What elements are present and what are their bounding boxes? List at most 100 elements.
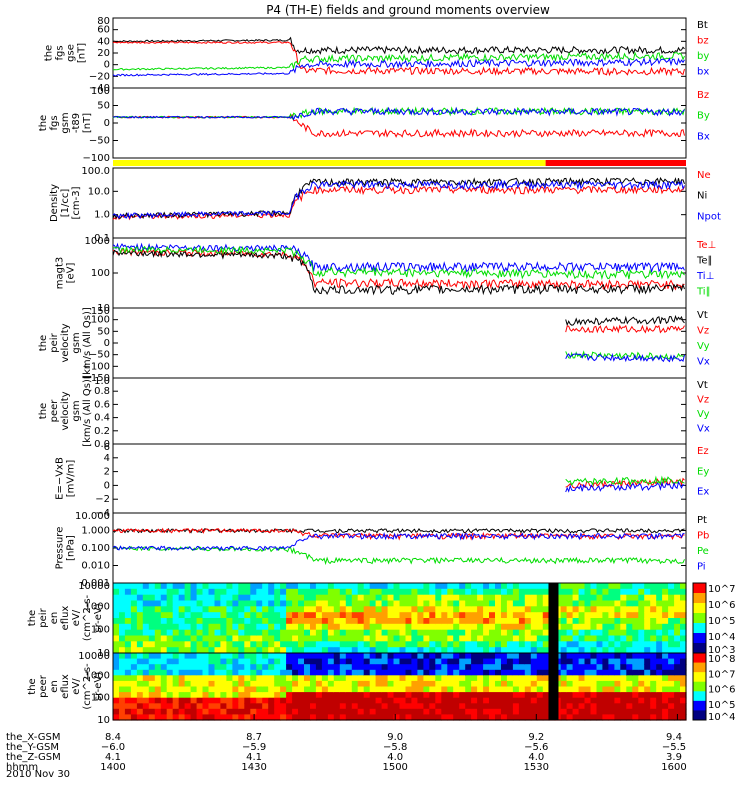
heatmap-cell — [232, 669, 239, 676]
heatmap-cell — [357, 697, 365, 704]
heatmap-cell — [477, 594, 484, 602]
heatmap-cell — [560, 618, 568, 625]
heatmap-cell — [280, 658, 287, 665]
heatmap-cell — [506, 692, 514, 699]
heatmap-cell — [244, 606, 251, 613]
heatmap-cell — [459, 686, 466, 693]
heatmap-cell — [226, 653, 233, 660]
heatmap-cell — [656, 686, 663, 693]
x-tick-label: 8.7 — [246, 732, 262, 743]
colorbar-segment — [693, 623, 706, 634]
heatmap-cell — [471, 618, 478, 625]
heatmap-cell — [501, 647, 508, 654]
heatmap-cell — [321, 623, 329, 631]
y-tick-label: 0.010 — [81, 561, 110, 572]
heatmap-cell — [435, 658, 442, 665]
y-tick-label: 0.2 — [94, 426, 110, 437]
heatmap-cell — [172, 664, 180, 671]
heatmap-cell — [489, 612, 496, 619]
heatmap-cell — [238, 675, 245, 682]
heatmap-cell — [262, 612, 269, 619]
heatmap-cell — [142, 583, 150, 590]
heatmap-cell — [262, 708, 269, 715]
heatmap-cell — [172, 641, 180, 648]
heatmap-cell — [650, 623, 657, 631]
heatmap-cell — [304, 692, 311, 699]
heatmap-cell — [602, 647, 609, 654]
heatmap-cell — [154, 594, 162, 602]
colorbar-frame — [692, 652, 707, 721]
heatmap-cell — [274, 675, 281, 682]
heatmap-cell — [363, 594, 371, 602]
legend-entry: Ne — [697, 170, 711, 181]
heatmap-cell — [244, 675, 251, 682]
heatmap-cell — [506, 623, 514, 631]
heatmap-cell — [363, 612, 371, 619]
heatmap-cell — [214, 708, 222, 715]
heatmap-cell — [250, 692, 257, 699]
heatmap-cell — [417, 606, 424, 613]
heatmap-cell — [321, 647, 329, 654]
heatmap-cell — [668, 708, 675, 715]
heatmap-cell — [506, 697, 514, 704]
heatmap-cell — [250, 669, 257, 676]
heatmap-cell — [674, 588, 681, 596]
heatmap-cell — [232, 588, 239, 596]
heatmap-cell — [369, 647, 377, 654]
heatmap-cell — [572, 647, 580, 654]
heatmap-cell — [459, 708, 466, 715]
heatmap-cell — [638, 623, 645, 631]
heatmap-cell — [477, 703, 484, 710]
heatmap-cell — [256, 594, 263, 602]
heatmap-cell — [226, 675, 233, 682]
heatmap-cell — [351, 588, 359, 596]
heatmap-cell — [596, 669, 604, 676]
heatmap-cell — [310, 697, 317, 704]
x-tick-label: −5.6 — [524, 742, 548, 753]
y-tick-label: 10 — [97, 303, 110, 314]
heatmap-cell — [333, 703, 341, 710]
heatmap-cell — [626, 664, 633, 671]
legend-entry: Vt — [697, 310, 708, 321]
heatmap-cell — [614, 658, 621, 665]
heatmap-cell — [321, 692, 329, 699]
heatmap-cell — [429, 612, 436, 619]
heatmap-cell — [578, 692, 586, 699]
heatmap-cell — [136, 686, 144, 693]
heatmap-cell — [178, 664, 186, 671]
y-axis-label-line: gsm — [71, 332, 82, 353]
heatmap-cell — [262, 658, 269, 665]
heatmap-cell — [214, 714, 222, 721]
heatmap-cell — [662, 583, 669, 590]
heatmap-cell — [477, 653, 484, 660]
heatmap-cell — [417, 658, 424, 665]
heatmap-cell — [501, 653, 508, 660]
heatmap-cell — [542, 600, 550, 607]
heatmap-cell — [572, 692, 580, 699]
heatmap-cell — [142, 653, 150, 660]
heatmap-cell — [220, 588, 227, 596]
heatmap-cell — [357, 703, 365, 710]
heatmap-cell — [506, 703, 514, 710]
heatmap-cell — [190, 714, 198, 721]
heatmap-cell — [447, 594, 454, 602]
heatmap-cell — [560, 675, 568, 682]
heatmap-cell — [250, 658, 257, 665]
heatmap-cell — [136, 692, 144, 699]
heatmap-cell — [304, 588, 311, 596]
y-axis-label-line: [km/s (All Qs)] — [82, 307, 93, 379]
heatmap-cell — [327, 635, 335, 642]
heatmap-cell — [357, 635, 365, 642]
heatmap-cell — [190, 669, 198, 676]
heatmap-cell — [357, 612, 365, 619]
heatmap-cell — [435, 708, 442, 715]
heatmap-cell — [441, 658, 448, 665]
heatmap-cell — [124, 635, 132, 642]
heatmap-cell — [154, 647, 162, 654]
heatmap-cell — [465, 612, 472, 619]
heatmap-cell — [495, 606, 502, 613]
heatmap-cell — [226, 635, 233, 642]
heatmap-cell — [375, 714, 383, 721]
heatmap-cell — [518, 623, 526, 631]
heatmap-cell — [119, 686, 126, 693]
